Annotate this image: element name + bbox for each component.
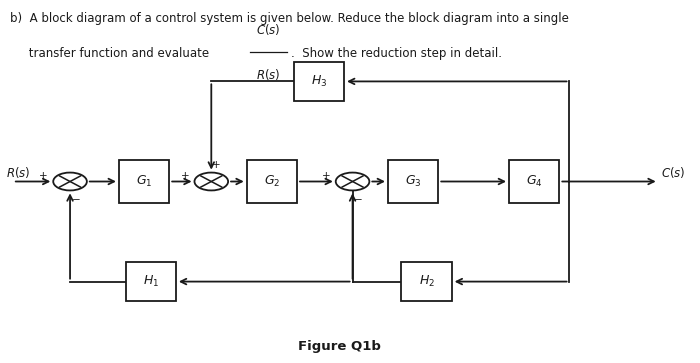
Text: $G_{4}$: $G_{4}$ [526,174,543,189]
Text: $R(s)$: $R(s)$ [6,165,31,180]
Circle shape [195,172,228,191]
Text: $-$: $-$ [353,193,363,203]
Text: +: + [181,171,189,181]
Circle shape [336,172,370,191]
Text: +: + [39,171,48,181]
Text: $H_{1}$: $H_{1}$ [143,274,159,289]
Text: $H_{2}$: $H_{2}$ [419,274,435,289]
Bar [246,160,297,203]
Text: $R(s)$: $R(s)$ [256,67,281,82]
Text: +: + [322,171,330,181]
Text: $G_{1}$: $G_{1}$ [136,174,152,189]
Text: +: + [212,160,221,170]
Bar [125,262,176,301]
Bar [119,160,169,203]
Text: $G_{3}$: $G_{3}$ [405,174,421,189]
Text: Figure Q1b: Figure Q1b [298,340,381,353]
Bar [388,160,438,203]
Bar [294,62,344,101]
Text: $H_{3}$: $H_{3}$ [311,74,327,89]
Text: $C(s)$: $C(s)$ [256,22,281,37]
Text: .  Show the reduction step in detail.: . Show the reduction step in detail. [290,48,502,61]
Text: $C(s)$: $C(s)$ [661,165,685,180]
Text: $-$: $-$ [71,193,80,203]
Text: transfer function and evaluate: transfer function and evaluate [10,48,209,61]
Text: $G_{2}$: $G_{2}$ [264,174,280,189]
Bar [509,160,559,203]
Circle shape [53,172,87,191]
Bar [401,262,452,301]
Text: b)  A block diagram of a control system is given below. Reduce the block diagram: b) A block diagram of a control system i… [10,12,568,25]
